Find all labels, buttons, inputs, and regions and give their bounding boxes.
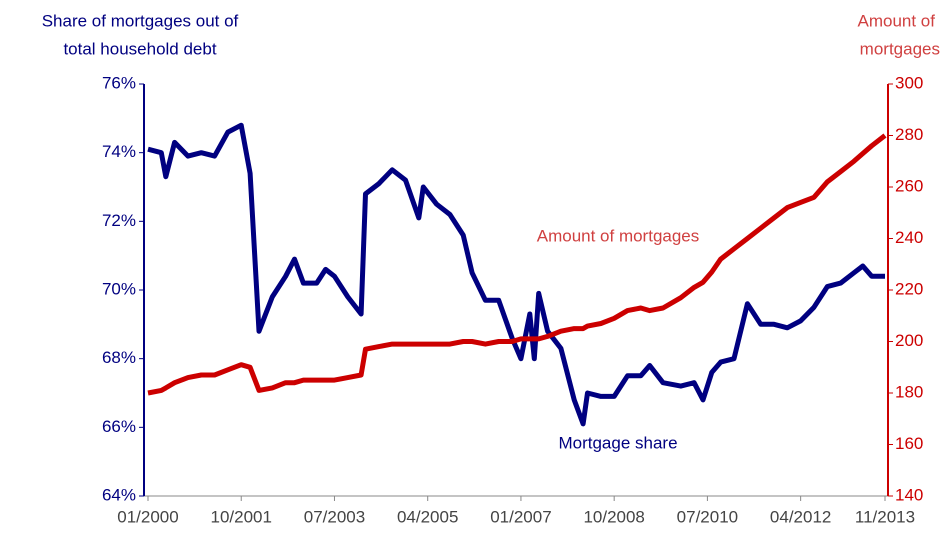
x-tick-label: 10/2001 [211,507,272,526]
y-tick-label: 74% [102,142,136,161]
y2-axis-title: mortgages [860,39,940,58]
y-tick-label: 70% [102,279,136,298]
y-tick-label: 68% [102,348,136,367]
x-tick-label: 01/2007 [490,507,551,526]
x-tick-label: 04/2012 [770,507,831,526]
y2-tick-label: 160 [895,434,923,453]
series-label: Amount of mortgages [537,226,700,245]
x-tick-label: 11/2013 [855,507,915,526]
x-tick-label: 01/2000 [117,507,178,526]
y-axis-title: Share of mortgages out of [42,11,239,30]
y-tick-label: 72% [102,211,136,230]
y2-tick-label: 280 [895,125,923,144]
x-tick-label: 10/2008 [583,507,644,526]
series-line [147,122,885,427]
y2-tick-label: 140 [895,485,923,504]
y-tick-label: 66% [102,417,136,436]
y2-tick-label: 240 [895,228,923,247]
series-label: Mortgage share [558,433,677,452]
x-tick-label: 07/2010 [677,507,738,526]
y-tick-label: 76% [102,73,136,92]
x-tick-label: 04/2005 [397,507,458,526]
y2-tick-label: 200 [895,331,923,350]
y2-axis-title: Amount of [858,11,936,30]
y-tick-label: 64% [102,485,136,504]
series-line [147,133,887,396]
x-tick-label: 07/2003 [304,507,365,526]
y2-tick-label: 180 [895,382,923,401]
y2-tick-label: 260 [895,176,923,195]
y2-tick-label: 300 [895,73,923,92]
y2-tick-label: 220 [895,279,923,298]
y-axis-title: total household debt [63,39,216,58]
